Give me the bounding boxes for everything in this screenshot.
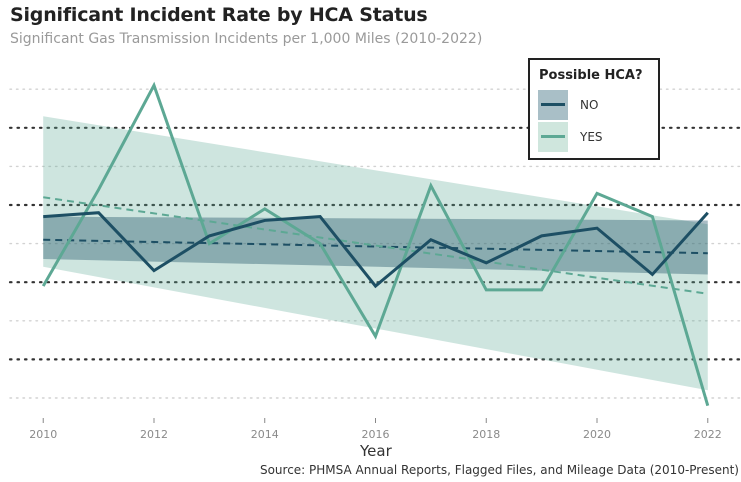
confidence-band-no [43,216,708,275]
source-note: Source: PHMSA Annual Reports, Flagged Fi… [259,463,739,477]
x-tick-label-2012: 2012 [140,428,168,441]
x-axis-label: Year [360,442,392,460]
trend-lines [43,196,708,295]
legend-item-yes: YES [538,122,650,152]
legend-key-no [538,90,568,120]
legend-label-no: NO [580,98,599,112]
series-lines [41,81,710,407]
trend-line-no [43,238,708,255]
confidence-band-yes [43,116,708,391]
x-tick-label-2020: 2020 [583,428,611,441]
legend-title: Possible HCA? [539,68,643,83]
legend: Possible HCA? NO YES [528,58,660,160]
legend-key-yes [538,122,568,152]
legend-label-yes: YES [580,130,603,144]
legend-item-no: NO [538,90,650,120]
x-axis: 2010 2012 2014 2016 2018 2020 2022 [29,418,722,441]
x-tick-label-2016: 2016 [362,428,390,441]
series-line-no [43,211,709,289]
x-tick-label-2010: 2010 [29,428,57,441]
x-tick-label-2014: 2014 [251,428,279,441]
x-tick-label-2022: 2022 [694,428,722,441]
series-line-yes [41,81,710,407]
confidence-bands [43,116,708,391]
trend-line-yes [43,196,708,295]
x-tick-label-2018: 2018 [472,428,500,441]
chart-subtitle: Significant Gas Transmission Incidents p… [10,31,483,47]
chart-title: Significant Incident Rate by HCA Status [10,4,428,26]
